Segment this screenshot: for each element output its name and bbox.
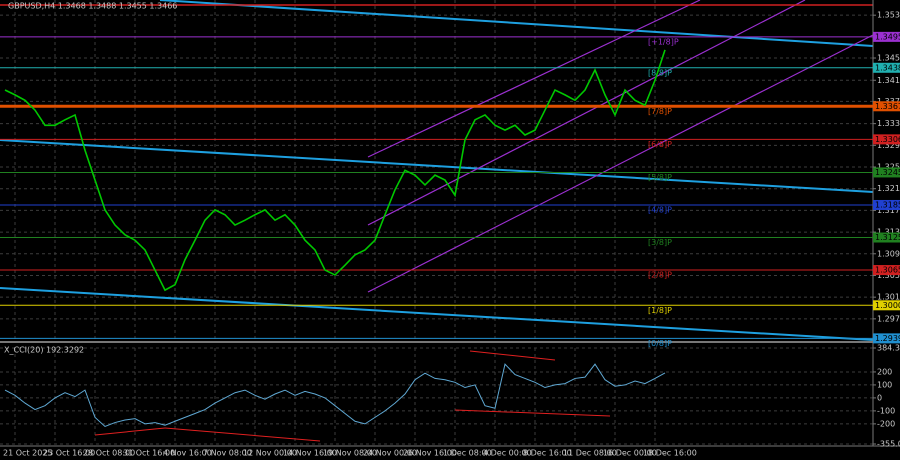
level-price-label: 1.3065 [875, 266, 900, 275]
level-label: [+1/8]P [648, 37, 679, 46]
x-tick-label: 28 Oct 08:00 [83, 449, 135, 458]
level-price-box [873, 31, 900, 42]
y-tick-label: 100 [877, 380, 892, 389]
level-price-label: 1.3438 [875, 63, 900, 72]
level-price-label: 1.3245 [875, 168, 900, 177]
x-tick-label: 14 Nov 16:00 [283, 449, 337, 458]
level-label: [2/8]P [648, 271, 672, 280]
level-price-box [873, 333, 900, 344]
y-tick-label: 1.3215 [877, 184, 900, 193]
y-tick-label: -355.031 [877, 440, 900, 449]
y-tick-label: 1.2975 [877, 314, 900, 323]
y-tick-label: 1.3295 [877, 141, 900, 150]
y-tick-label: 1.3415 [877, 76, 900, 85]
y-tick-label: 1.3135 [877, 228, 900, 237]
level-price-label: 1.3185 [875, 200, 900, 209]
y-tick-label: 1.3015 [877, 293, 900, 302]
level-label: [7/8]P [648, 107, 672, 116]
level-label: [1/8]P [648, 306, 672, 315]
channel-line [367, 34, 874, 293]
y-tick-label: 200 [877, 367, 892, 376]
level-price-label: 1.2939 [875, 334, 900, 343]
x-tick-label: 4 Nov 16:00 [163, 449, 212, 458]
level-price-box [873, 101, 900, 112]
series-line [4, 49, 666, 292]
y-tick-label: 0 [877, 393, 882, 402]
x-tick-label: 11 Dec 08:00 [563, 449, 617, 458]
x-tick-label: 4 Dec 00:00 [483, 449, 532, 458]
chart-title: GBPUSD,H4 1.3468 1.3488 1.3455 1.3466 [8, 2, 177, 11]
level-price-box [873, 300, 900, 311]
y-tick-label: 1.3175 [877, 206, 900, 215]
level-label: [4/8]P [648, 205, 672, 214]
level-price-label: 1.3367 [875, 102, 900, 111]
level-label: [5/8]P [648, 173, 672, 182]
y-tick-label: 384.3972 [877, 344, 900, 353]
level-price-box [873, 199, 900, 210]
level-price-box [873, 265, 900, 276]
y-tick-label: 1.3055 [877, 271, 900, 280]
level-price-box [873, 134, 900, 145]
drawings [0, 0, 874, 442]
y-tick-label: -200 [877, 419, 895, 428]
divergence-line [164, 427, 321, 442]
x-tick-label: 18 Dec 16:00 [643, 449, 697, 458]
divergence-line [94, 427, 166, 436]
indicator-title: X_CCI(20) 192.3292 [4, 346, 84, 355]
y-tick-label: 1.3255 [877, 163, 900, 172]
channel-line [367, 0, 806, 226]
x-tick-label: 7 Nov 08:00 [203, 449, 252, 458]
x-tick-label: 23 Oct 16:00 [43, 449, 95, 458]
x-tick-label: 1 Dec 08:00 [443, 449, 492, 458]
x-tick-label: 24 Nov 00:00 [363, 449, 417, 458]
y-tick-label: -100 [877, 406, 895, 415]
y-tick-label: 1.3335 [877, 119, 900, 128]
y-tick-label: 1.3535 [877, 11, 900, 20]
trend-line [0, 287, 874, 341]
y-tick-label: 1.3095 [877, 249, 900, 258]
trend-line [159, 0, 874, 47]
level-price-label: 1.3125 [875, 233, 900, 242]
level-price-box [873, 62, 900, 73]
level-label: [8/8]P [648, 68, 672, 77]
trend-line [0, 139, 874, 193]
x-tick-label: 31 Oct 16:00 [123, 449, 175, 458]
level-label: [3/8]P [648, 238, 672, 247]
x-tick-label: 16 Dec 00:00 [603, 449, 657, 458]
level-label: [0/8]P [648, 339, 672, 348]
channel-line [367, 0, 701, 158]
x-tick-label: 26 Nov 16:00 [403, 449, 457, 458]
x-tick-label: 12 Nov 00:00 [243, 449, 297, 458]
level-price-label: 1.3306 [875, 135, 900, 144]
x-tick-label: 8 Dec 16:00 [523, 449, 572, 458]
y-tick-label: 1.3456 [877, 54, 900, 63]
level-price-label: 1.3000 [875, 301, 900, 310]
level-price-box [873, 232, 900, 243]
divergence-line [454, 409, 611, 417]
level-price-label: 1.3495 [875, 32, 900, 41]
level-label: [6/8]P [648, 140, 672, 149]
level-price-box [873, 167, 900, 178]
series-line [4, 363, 666, 428]
x-tick-label: 21 Oct 2025 [3, 449, 52, 458]
x-tick-label: 19 Nov 08:00 [323, 449, 377, 458]
divergence-line [469, 350, 556, 361]
